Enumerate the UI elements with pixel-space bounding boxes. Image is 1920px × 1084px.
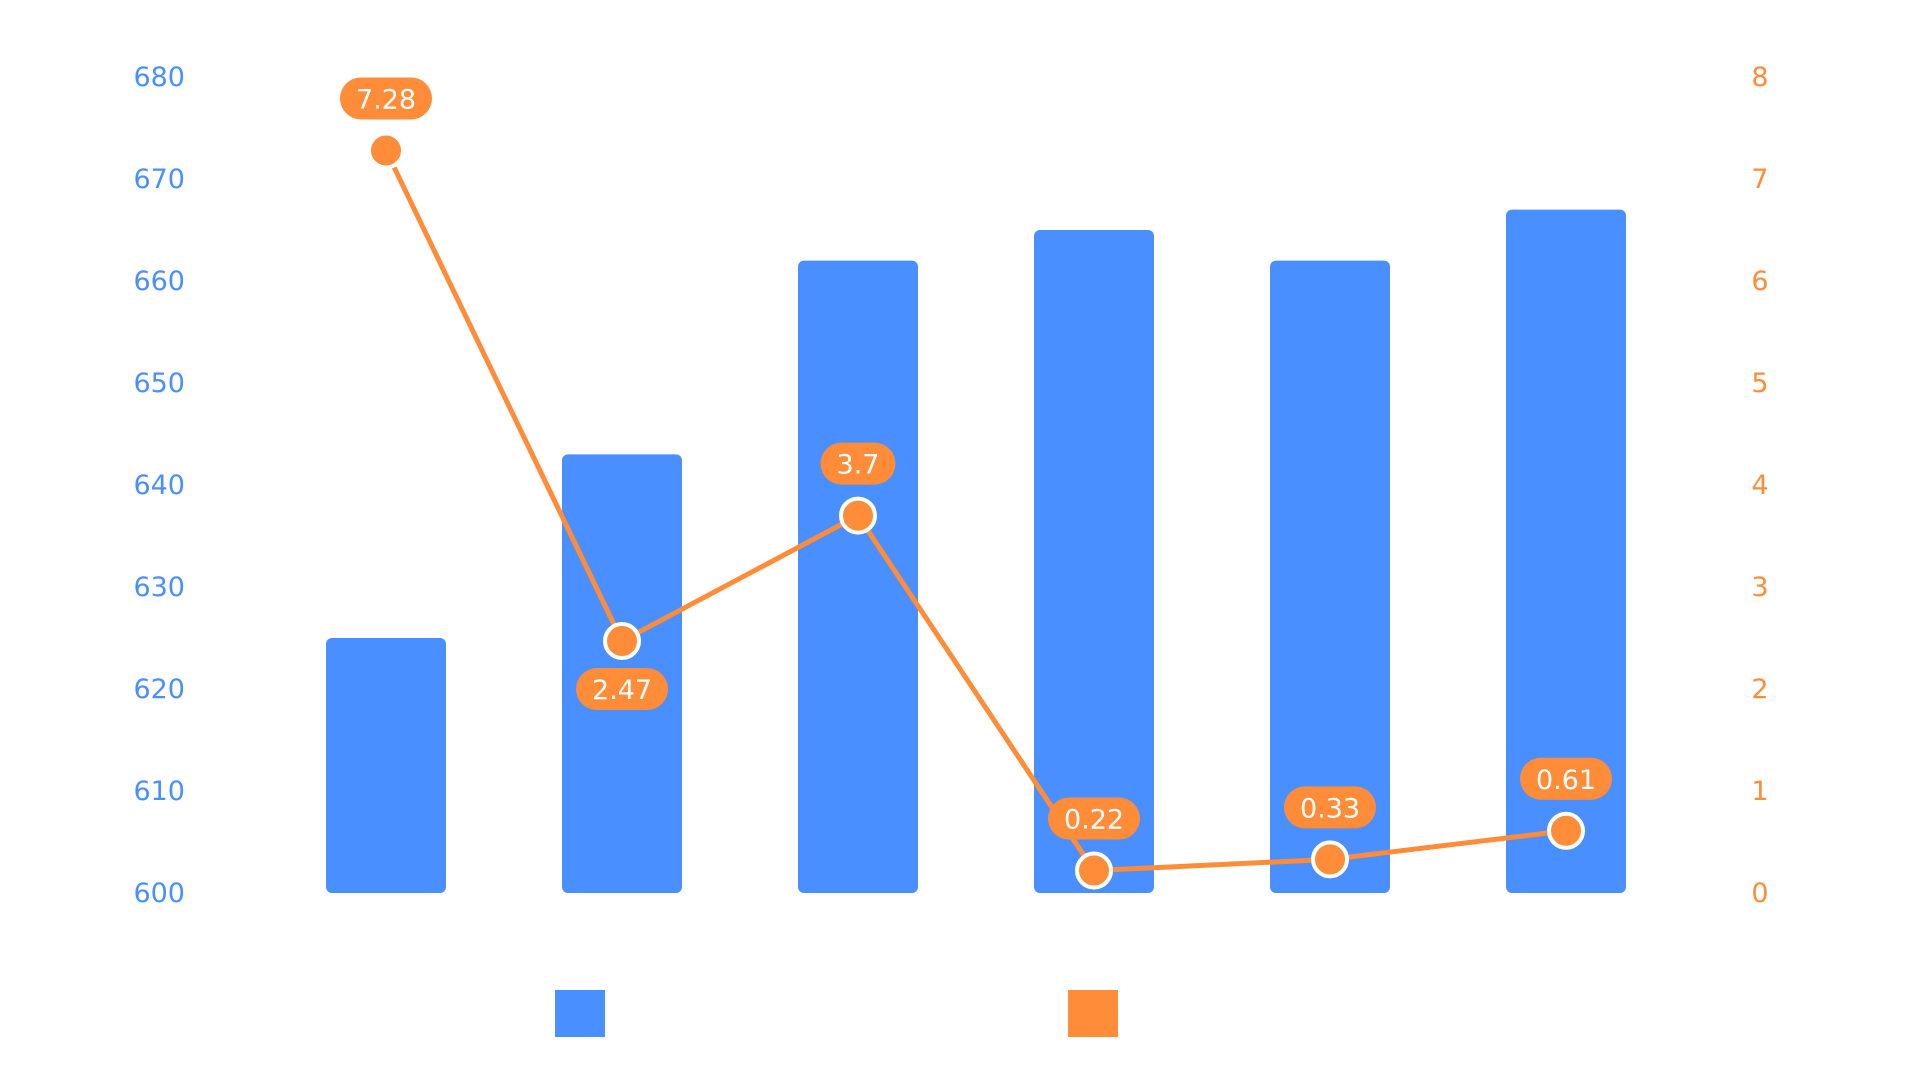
line-point — [1547, 811, 1585, 850]
left-tick-label: 610 — [133, 776, 185, 807]
bar-series — [326, 209, 1626, 894]
legend-swatch — [555, 990, 605, 1037]
right-tick-label: 3 — [1751, 572, 1768, 603]
bar — [1034, 230, 1154, 893]
bar — [1270, 260, 1390, 894]
line-point — [367, 131, 405, 170]
data-label-badge — [340, 77, 432, 120]
right-tick-label: 2 — [1751, 674, 1768, 705]
line-point — [1075, 851, 1113, 890]
right-tick-label: 4 — [1751, 470, 1768, 501]
left-axis: 600 610 620 630 640 650 660 670 680 — [133, 62, 185, 909]
left-tick-label: 650 — [133, 368, 185, 399]
data-label: 3.7 — [837, 450, 880, 481]
legend — [555, 990, 1118, 1037]
right-tick-label: 0 — [1751, 878, 1768, 909]
right-tick-label: 8 — [1751, 62, 1768, 93]
data-label: 2.47 — [592, 675, 652, 706]
right-tick-label: 5 — [1751, 368, 1768, 399]
line-point — [603, 622, 641, 661]
data-label: 0.61 — [1536, 765, 1596, 796]
left-tick-label: 620 — [133, 674, 185, 705]
line-point — [839, 496, 877, 535]
left-tick-label: 630 — [133, 572, 185, 603]
data-label: 0.33 — [1300, 793, 1360, 824]
left-tick-label: 640 — [133, 470, 185, 501]
data-label-badge — [820, 442, 896, 485]
left-tick-label: 680 — [133, 62, 185, 93]
data-label-badge — [1520, 757, 1612, 800]
bar — [326, 638, 446, 893]
data-label-badge — [576, 668, 668, 711]
left-tick-label: 660 — [133, 266, 185, 297]
data-label: 7.28 — [356, 84, 416, 115]
left-tick-label: 600 — [133, 878, 185, 909]
line-series — [367, 131, 1585, 890]
bar — [798, 260, 918, 894]
right-tick-label: 6 — [1751, 266, 1768, 297]
data-labels: 7.28 2.47 3.7 0.22 0.33 0.61 — [340, 77, 1612, 840]
series-line — [383, 149, 1567, 874]
left-tick-label: 670 — [133, 164, 185, 195]
data-label: 0.22 — [1064, 805, 1124, 836]
line-point — [1311, 840, 1349, 879]
right-tick-label: 1 — [1751, 776, 1768, 807]
right-tick-label: 7 — [1751, 164, 1768, 195]
data-label-badge — [1284, 786, 1376, 829]
right-axis: 0 1 2 3 4 5 6 7 8 — [1751, 62, 1768, 909]
legend-swatch — [1068, 990, 1118, 1037]
bar — [1506, 209, 1626, 894]
data-label-badge — [1048, 797, 1140, 840]
